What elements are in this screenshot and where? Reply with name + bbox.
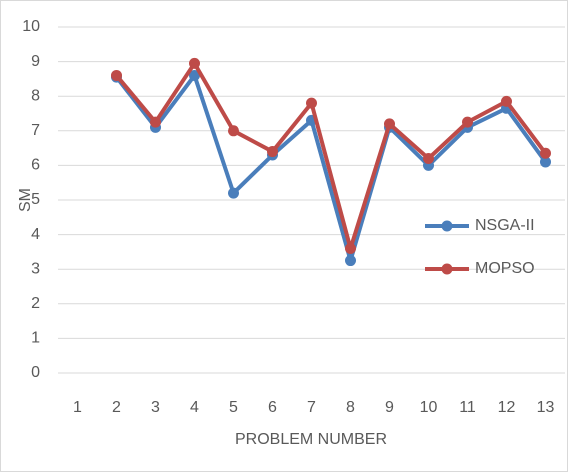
y-tick-label: 9 <box>31 53 40 70</box>
y-tick-label: 3 <box>31 260 40 277</box>
data-point <box>150 116 161 128</box>
y-tick-label: 4 <box>31 226 40 243</box>
series-line <box>114 61 548 251</box>
y-tick-label: 6 <box>31 157 40 174</box>
x-tick-label: 3 <box>151 399 160 416</box>
data-point <box>540 156 551 168</box>
x-tick-label: 1 <box>73 399 82 416</box>
data-point <box>228 187 239 199</box>
series-line <box>114 73 548 263</box>
x-tick-label: 2 <box>112 399 121 416</box>
x-tick-label: 10 <box>420 399 438 416</box>
data-point <box>384 118 395 130</box>
y-tick-label: 2 <box>31 295 40 312</box>
legend-label: NSGA-II <box>475 217 535 234</box>
y-tick-label: 10 <box>22 18 40 35</box>
x-axis-label: PROBLEM NUMBER <box>235 431 387 448</box>
y-tick-label: 8 <box>31 87 40 104</box>
data-point <box>111 69 122 81</box>
x-tick-label: 9 <box>385 399 394 416</box>
data-point <box>423 152 434 164</box>
legend-label: MOPSO <box>475 260 535 277</box>
data-point <box>540 147 551 159</box>
data-point <box>462 116 473 128</box>
data-point <box>228 125 239 137</box>
data-point <box>345 255 356 267</box>
data-point <box>501 95 512 107</box>
data-point <box>267 146 278 158</box>
data-point <box>345 242 356 254</box>
y-tick-label: 1 <box>31 330 40 347</box>
legend-marker <box>441 263 453 275</box>
y-tick-label: 0 <box>31 364 40 381</box>
x-tick-label: 4 <box>190 399 199 416</box>
x-tick-label: 6 <box>268 399 277 416</box>
x-tick-label: 7 <box>307 399 316 416</box>
x-tick-label: 12 <box>498 399 516 416</box>
y-axis-label: SM <box>17 188 34 212</box>
x-tick-label: 5 <box>229 399 238 416</box>
legend-marker <box>441 220 453 232</box>
y-tick-label: 5 <box>31 191 40 208</box>
x-tick-label: 8 <box>346 399 355 416</box>
data-point <box>189 69 200 81</box>
y-tick-label: 7 <box>31 122 40 139</box>
x-tick-label: 11 <box>459 399 476 416</box>
data-point <box>306 97 317 109</box>
x-tick-label: 13 <box>537 399 555 416</box>
data-point <box>189 57 200 69</box>
